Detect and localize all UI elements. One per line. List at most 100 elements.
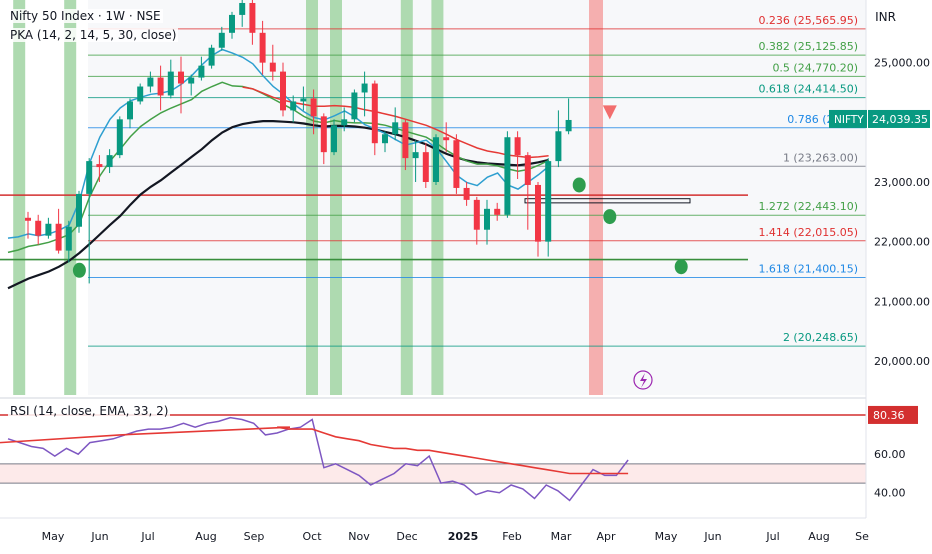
candle-body[interactable] (535, 184, 541, 242)
rsi-tick-label: 60.00 (874, 448, 906, 461)
price-tick-label: 25,000.00 (874, 57, 930, 70)
time-tick-label: Se (855, 530, 869, 543)
chart-title: Nifty 50 Index · 1W · NSE (8, 9, 163, 23)
candle-body[interactable] (188, 77, 195, 84)
last-price-text: 24,039.35 (872, 113, 928, 126)
candle-body[interactable] (463, 187, 470, 200)
candle-body[interactable] (198, 65, 205, 78)
candle-body[interactable] (157, 77, 164, 96)
candle-body[interactable] (310, 98, 317, 117)
price-tick-label: 20,000.00 (874, 355, 930, 368)
candle-body[interactable] (86, 161, 93, 194)
indicator-label[interactable]: PKA (14, 2, 14, 5, 30, close) (8, 28, 179, 42)
candle-body[interactable] (116, 119, 123, 156)
lightning-icon[interactable] (633, 370, 653, 390)
rsi-tick-label: 40.00 (874, 487, 906, 500)
last-price-tag[interactable] (868, 109, 930, 128)
fib-level-label: 0.236 (25,565.95) (758, 14, 858, 27)
candle-body[interactable] (96, 164, 103, 168)
green-dot (674, 259, 688, 275)
green-highlight-band (431, 0, 444, 395)
candle-body[interactable] (127, 101, 133, 120)
candle-body[interactable] (76, 193, 82, 227)
candle-body[interactable] (524, 155, 531, 185)
rsi-ema-line (0, 426, 629, 475)
candle-body[interactable] (565, 119, 572, 132)
candle-body[interactable] (504, 137, 511, 215)
candle-body[interactable] (514, 137, 521, 156)
fib-level-label: 2 (20,248.65) (783, 331, 858, 344)
candle-body[interactable] (65, 226, 72, 251)
candle-body[interactable] (331, 125, 337, 153)
candle-body[interactable] (422, 152, 429, 182)
candle-body[interactable] (106, 155, 113, 168)
candle-body[interactable] (239, 2, 246, 15)
rsi-label[interactable]: RSI (14, close, EMA, 33, 2) (8, 404, 171, 418)
candle-body[interactable] (208, 47, 215, 66)
green-dot (72, 262, 86, 278)
range-box[interactable] (524, 198, 691, 204)
candle-body[interactable] (545, 161, 552, 242)
candle-body[interactable] (290, 101, 297, 111)
candle-body[interactable] (382, 134, 388, 144)
fib-level-label: 1.414 (22,015.05) (758, 226, 858, 239)
candle-body[interactable] (351, 92, 358, 120)
candle-body[interactable] (167, 71, 174, 96)
time-tick-label: Apr (596, 530, 616, 543)
fib-level-label: 0.5 (24,770.20) (772, 61, 858, 74)
candle-body[interactable] (392, 122, 399, 135)
red-highlight-band (589, 0, 603, 395)
candle-body[interactable] (45, 223, 52, 236)
rsi-band (0, 463, 866, 484)
candle-body[interactable] (494, 208, 501, 215)
price-tick-label: 22,000.00 (874, 236, 930, 249)
green-highlight-band (64, 0, 77, 395)
green-highlight-band (306, 0, 318, 395)
candle-body[interactable] (473, 199, 480, 230)
candle-body[interactable] (280, 71, 286, 111)
candle-body[interactable] (25, 217, 31, 221)
green-dot (603, 209, 617, 225)
candle-body[interactable] (35, 220, 42, 236)
candle-body[interactable] (341, 119, 348, 126)
candle-body[interactable] (555, 131, 562, 162)
candle-body[interactable] (433, 137, 439, 182)
lightning-bolt-glyph (640, 373, 647, 388)
time-tick-label: May (655, 530, 678, 543)
candle-body[interactable] (361, 83, 368, 93)
candle-body[interactable] (453, 140, 460, 188)
green-highlight-band (13, 0, 26, 395)
time-tick-label: Mar (551, 530, 572, 543)
candle-body[interactable] (147, 77, 154, 87)
green-dot (572, 177, 586, 193)
currency-label[interactable]: INR (875, 10, 896, 24)
green-highlight-band (330, 0, 342, 395)
rsi-value-tag (868, 405, 918, 424)
candle-body[interactable] (443, 137, 450, 141)
rsi-line (7, 416, 629, 502)
candle-body[interactable] (259, 32, 266, 63)
candle-body[interactable] (300, 98, 307, 102)
symbol-tag[interactable] (829, 109, 867, 128)
fib-level-label: 1 (23,263.00) (783, 151, 858, 164)
candle-body[interactable] (371, 83, 378, 144)
symbol-tag-text: NIFTY (834, 114, 864, 126)
candle-body[interactable] (249, 2, 256, 33)
time-tick-label: Jul (140, 530, 154, 543)
fib-level-label: 1.618 (21,400.15) (758, 262, 858, 275)
candle-body[interactable] (218, 32, 225, 48)
candle-body[interactable] (320, 116, 327, 153)
candle-body[interactable] (55, 223, 62, 251)
candle-body[interactable] (412, 152, 419, 159)
candle-body[interactable] (484, 208, 490, 230)
green-highlight-band (400, 0, 413, 395)
candle-body[interactable] (402, 122, 409, 159)
candle-body[interactable] (229, 14, 235, 33)
candle-body[interactable] (269, 62, 276, 72)
time-tick-label: Jun (90, 530, 108, 543)
candle-body[interactable] (178, 71, 184, 84)
time-tick-label: Sep (244, 530, 265, 543)
candle-body[interactable] (137, 86, 144, 102)
